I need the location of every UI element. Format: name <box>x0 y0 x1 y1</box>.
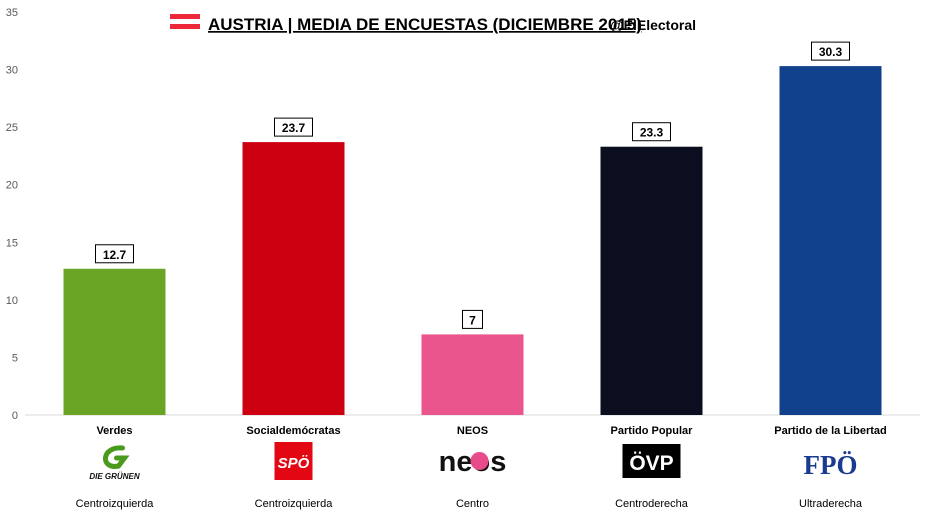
spoe-logo-text: SPÖ <box>278 455 310 472</box>
flag-stripe-bottom <box>170 24 200 29</box>
data-label-box <box>462 309 483 329</box>
data-label-box <box>811 41 850 61</box>
data-label-text: 7 <box>469 313 476 327</box>
ideology-label: Centroizquierda <box>76 498 155 510</box>
data-label-text: 30.3 <box>819 45 843 59</box>
y-tick-label: 20 <box>6 180 18 192</box>
spoe-logo: SPÖ <box>274 442 313 480</box>
neos-logo-dot <box>470 452 489 470</box>
ideology-label: Centro <box>456 498 489 510</box>
y-tick-label: 25 <box>6 122 18 134</box>
fpoe-logo-text: FPÖ <box>804 450 858 480</box>
chart-header: AUSTRIA | MEDIA DE ENCUESTAS (DICIEMBRE … <box>170 14 696 34</box>
fpoe-logo: FPÖ <box>804 450 858 480</box>
austria-flag-icon <box>170 14 200 29</box>
oevp-logo: ÖVP <box>622 444 681 478</box>
data-label-text: 12.7 <box>103 248 127 262</box>
y-tick-label: 15 <box>6 237 18 249</box>
y-axis: 0 5 10 15 20 25 30 35 <box>6 7 18 422</box>
bar <box>779 66 882 416</box>
ideology-labels: Centroizquierda Centroizquierda Centro Cent… <box>76 498 863 510</box>
data-labels: 12.7 23.7 7 23.3 30.3 <box>95 41 850 329</box>
oevp-logo-text: ÖVP <box>629 452 673 475</box>
ideology-label: Ultraderecha <box>799 498 863 510</box>
chart-title: AUSTRIA | MEDIA DE ENCUESTAS (DICIEMBRE … <box>208 15 642 34</box>
y-tick-label: 10 <box>6 295 18 307</box>
category-label: Partido Popular <box>611 425 694 437</box>
data-label-text: 23.3 <box>640 126 664 140</box>
bar <box>600 146 703 415</box>
bar <box>421 334 524 415</box>
bars <box>63 66 882 416</box>
data-label-box <box>274 117 313 137</box>
y-tick-label: 35 <box>6 7 18 19</box>
y-tick-label: 30 <box>6 65 18 77</box>
party-logos: DIE GRÜNEN SPÖ neos ÖVP FPÖ <box>89 442 858 481</box>
category-label: Verdes <box>96 425 132 437</box>
bar <box>63 268 166 415</box>
neos-logo: neos <box>439 446 507 478</box>
flag-stripe-middle <box>170 19 200 24</box>
gruenen-swoosh <box>103 445 130 469</box>
oevp-logo-box <box>622 444 681 478</box>
flag-stripe-top <box>170 14 200 19</box>
data-label-box <box>632 122 671 142</box>
y-tick-label: 5 <box>12 352 18 364</box>
category-label: NEOS <box>457 425 488 437</box>
data-label-text: 23.7 <box>282 121 306 135</box>
category-labels: Verdes Socialdemócratas NEOS Partido Popula… <box>96 425 886 437</box>
ideology-label: Centroderecha <box>615 498 689 510</box>
data-label: 23.3 <box>632 122 671 142</box>
y-tick-label: 0 <box>12 410 18 422</box>
data-label: 30.3 <box>811 41 850 61</box>
author-handle: @ElElectoral <box>610 17 696 33</box>
category-label: Partido de la Libertad <box>774 425 886 437</box>
category-label: Socialdemócratas <box>246 425 340 437</box>
gruenen-logo-text: DIE GRÜNEN <box>89 472 139 481</box>
spoe-logo-box <box>274 442 313 480</box>
data-label: 12.7 <box>95 244 134 264</box>
data-label: 7 <box>462 309 483 329</box>
die-gruenen-logo: DIE GRÜNEN <box>89 445 140 481</box>
ideology-label: Centroizquierda <box>255 498 334 510</box>
data-label: 23.7 <box>274 117 313 137</box>
data-label-box <box>95 244 134 264</box>
bar <box>242 142 345 415</box>
